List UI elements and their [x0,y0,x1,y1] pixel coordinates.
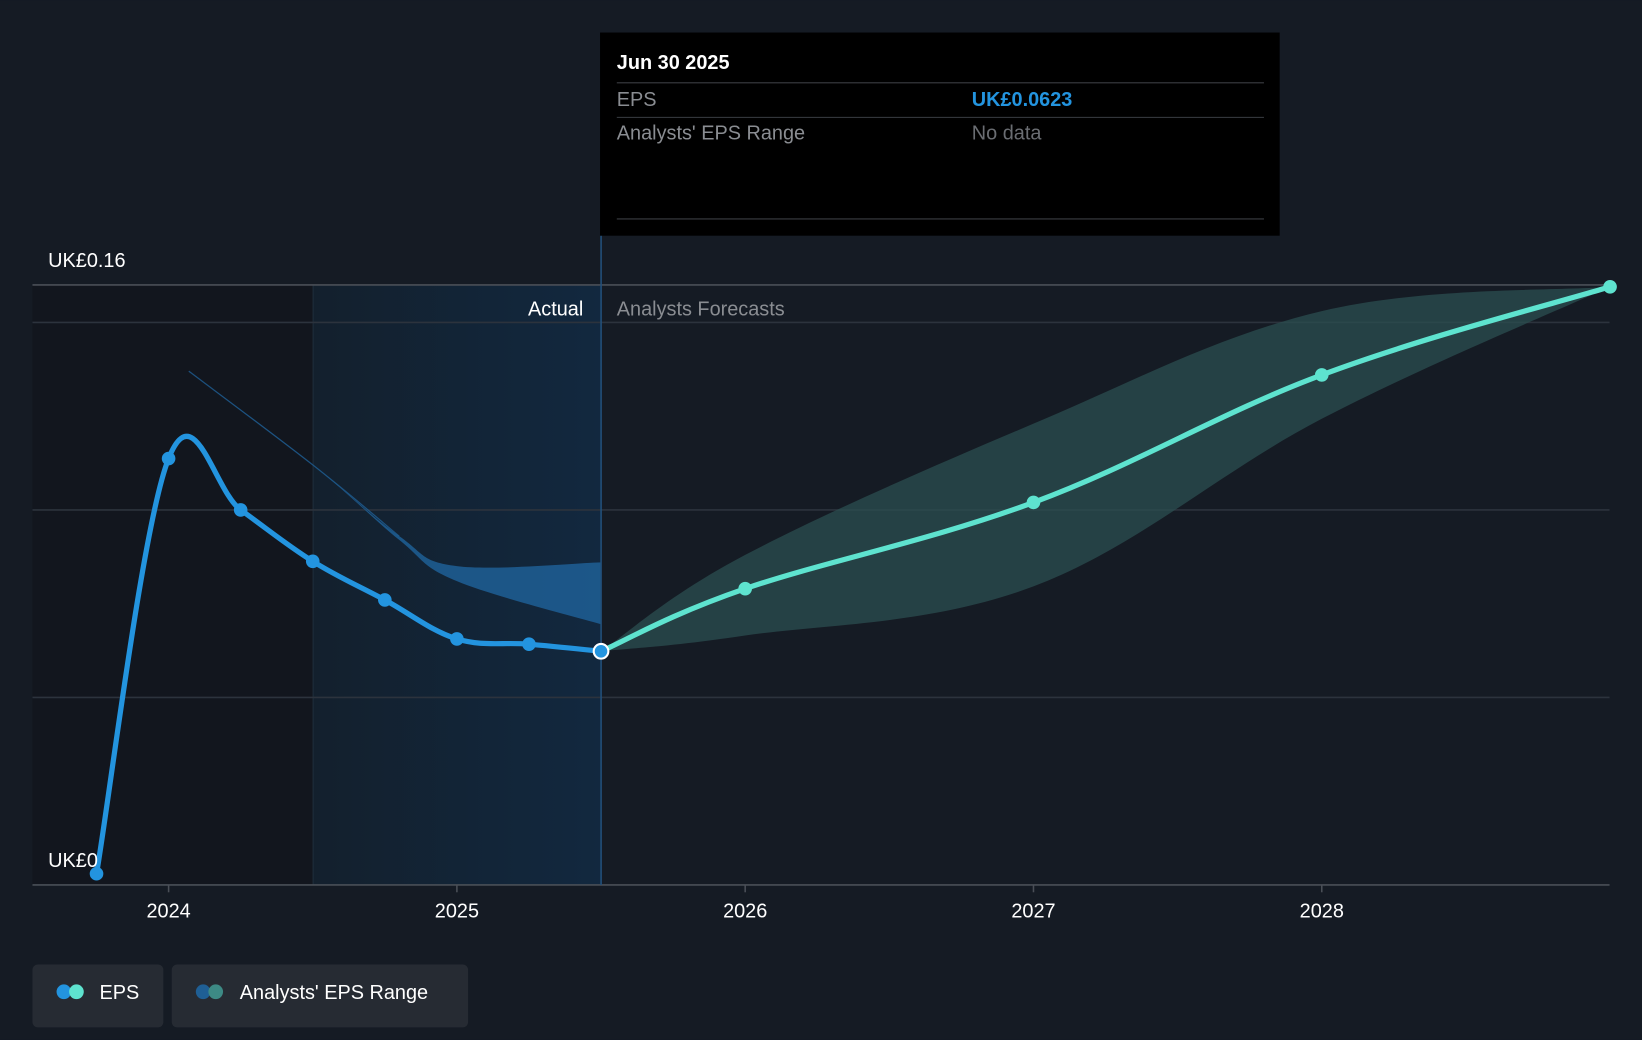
tooltip-eps-label: EPS [617,89,657,111]
past-background [32,284,314,885]
range-swatch-icon [208,984,224,1000]
actual-eps-line [93,433,604,877]
range-swatch-icon [195,984,211,1000]
tooltip-panel [600,32,1280,236]
legend-eps-button[interactable] [32,964,164,1028]
x-tick-label: 2025 [435,900,479,922]
legend-range-label: Analysts' EPS Range [240,982,428,1004]
actual-eps-point[interactable] [89,866,104,881]
legend-eps-label: EPS [99,982,139,1004]
forecast-eps-point[interactable] [1603,279,1617,294]
actual-eps-point[interactable] [305,554,320,569]
y-tick-label-zero: UK£0 [48,850,98,872]
legend-item-eps[interactable]: EPS [32,964,164,1028]
legend-item-range[interactable]: Analysts' EPS Range [171,964,469,1028]
x-tick-label: 2027 [1011,900,1055,922]
forecast-eps-line [598,284,1613,654]
forecast-eps-range-band [601,286,1611,652]
forecast-label: Analysts Forecasts [617,298,785,320]
eps-swatch-icon [56,984,72,1000]
tooltip: Jun 30 2025 EPS UK£0.0623 Analysts' EPS … [600,32,1280,236]
tooltip-date: Jun 30 2025 [617,52,730,74]
actual-eps-point[interactable] [522,637,536,651]
actual-eps-point[interactable] [450,632,464,646]
actual-label: Actual [528,298,583,320]
tooltip-range-value: No data [972,122,1043,144]
actual-eps-point[interactable] [592,642,610,660]
actual-eps-point[interactable] [233,503,248,517]
x-tick-label: 2026 [723,900,767,922]
past-eps-range-band [188,371,602,625]
eps-swatch-icon [69,984,84,1000]
past-range-edge [188,370,400,537]
tooltip-range-label: Analysts' EPS Range [617,122,805,144]
x-tick-label: 2024 [146,900,190,922]
y-tick-label-top: UK£0.16 [48,250,125,272]
forecast-eps-point[interactable] [1314,368,1329,382]
actual-eps-point[interactable] [161,451,176,466]
forecast-eps-point[interactable] [1026,495,1041,510]
x-tick-label: 2028 [1300,900,1344,922]
legend-range-button[interactable] [171,964,469,1028]
tooltip-eps-value: UK£0.0623 [972,89,1073,111]
forecast-eps-point[interactable] [738,581,752,596]
actual-eps-point[interactable] [378,593,392,607]
